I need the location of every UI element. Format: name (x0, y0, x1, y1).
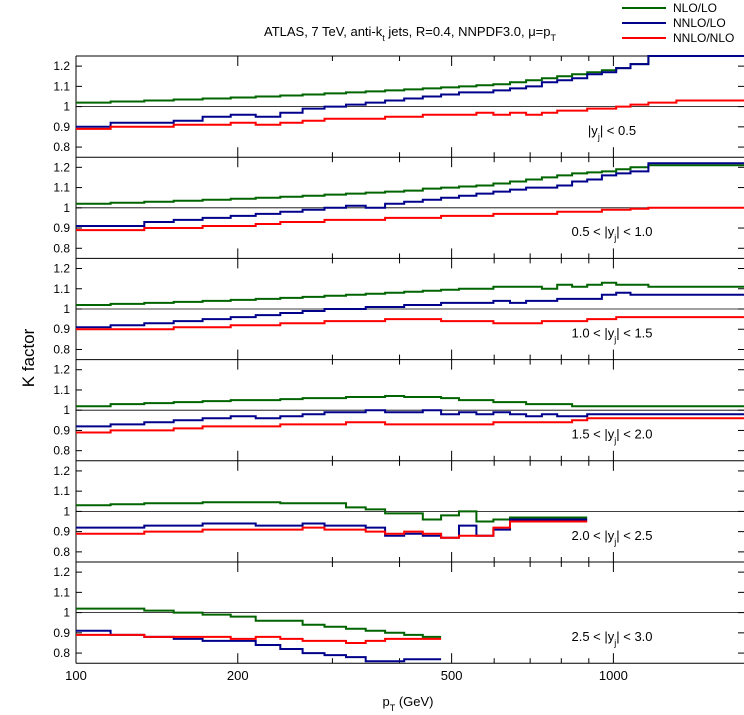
rapidity-bin-label: 1.0 < |yj| < 1.5 (571, 325, 652, 344)
series-nnlo-nlo-line (76, 520, 588, 539)
panel-5: 0.8 0.9 1 1.1 1.2 2.0 < |yj| < 2.5 (53, 460, 744, 562)
x-tick-label: 100 (65, 668, 87, 683)
rapidity-bin-label: 0.5 < |yj| < 1.0 (571, 224, 652, 243)
y-tick-label: 1.2 (53, 160, 70, 174)
rapidity-bin-label: |yj| < 0.5 (588, 123, 636, 142)
series-nnlo-lo-line (76, 291, 744, 329)
series-nnlo-lo-line (76, 409, 744, 428)
rapidity-bin-label: 1.5 < |yj| < 2.0 (571, 427, 652, 446)
panel-6: 0.8 0.9 1 1.1 1.2 2.5 < |yj| < 3.0 (53, 561, 744, 664)
chart-title: ATLAS, 7 TeV, anti-kt jets, R=0.4, NNPDF… (264, 24, 557, 43)
rapidity-bin-label: 2.0 < |yj| < 2.5 (571, 528, 652, 547)
series-nnlo-nlo-line (76, 316, 744, 331)
legend-label: NNLO/NLO (673, 31, 734, 45)
panel-3: 0.8 0.9 1 1.1 1.2 1.0 < |yj| < 1.5 (53, 257, 744, 360)
series-nlo-lo-line (76, 281, 744, 306)
y-tick-label: 1 (63, 606, 70, 620)
y-tick-label: 0.9 (53, 120, 70, 134)
y-tick-label: 1 (63, 100, 70, 114)
y-tick-label: 1.2 (53, 565, 70, 579)
series-nnlo-nlo-line (76, 417, 744, 434)
y-tick-label: 0.8 (53, 140, 70, 154)
rapidity-bin-label: 2.5 < |yj| < 3.0 (571, 629, 652, 648)
y-tick-label: 0.9 (53, 322, 70, 336)
series-nnlo-lo-line (76, 518, 588, 539)
y-tick-label: 1.1 (53, 181, 70, 195)
y-tick-label: 1.1 (53, 484, 70, 498)
y-tick-label: 0.8 (53, 646, 70, 660)
series-nnlo-nlo-line (76, 633, 442, 644)
panel-1: 0.8 0.9 1 1.1 1.2 |yj| < 0.5 (53, 55, 744, 158)
panel-2: 0.8 0.9 1 1.1 1.2 0.5 < |yj| < 1.0 (53, 156, 744, 259)
y-tick-label: 1 (63, 504, 70, 518)
y-tick-label: 0.8 (53, 545, 70, 559)
series-nlo-lo-line (76, 395, 744, 408)
y-tick-label: 1 (63, 302, 70, 316)
panel-4: 0.8 0.9 1 1.1 1.2 1.5 < |yj| < 2.0 (53, 359, 744, 461)
y-tick-label: 0.9 (53, 626, 70, 640)
x-tick-label: 200 (227, 668, 249, 683)
y-tick-label: 0.8 (53, 241, 70, 255)
series-nnlo-lo-line (76, 162, 744, 227)
y-tick-label: 0.9 (53, 423, 70, 437)
y-tick-label: 1.2 (53, 59, 70, 73)
y-tick-label: 1.2 (53, 262, 70, 276)
series-nlo-lo-line (76, 164, 744, 205)
series-nnlo-nlo-line (76, 99, 744, 130)
x-tick-label: 500 (441, 668, 463, 683)
series-nnlo-nlo-line (76, 206, 744, 232)
y-tick-label: 1.1 (53, 383, 70, 397)
y-tick-label: 0.8 (53, 444, 70, 458)
y-tick-label: 0.8 (53, 342, 70, 356)
series-nnlo-lo-line (76, 55, 744, 128)
y-tick-label: 1.1 (53, 282, 70, 296)
y-tick-label: 0.9 (53, 221, 70, 235)
y-tick-label: 1.2 (53, 464, 70, 478)
panels-group: 0.8 0.9 1 1.1 1.2 |yj| < 0.5 0.8 0.9 1 1.1 1.2 0.5 … (53, 55, 744, 683)
x-axis-label: pT (GeV) (382, 694, 433, 713)
y-tick-label: 1.1 (53, 79, 70, 93)
y-tick-label: 1 (63, 201, 70, 215)
y-tick-label: 0.9 (53, 525, 70, 539)
y-tick-label: 1.1 (53, 585, 70, 599)
y-tick-label: 1 (63, 403, 70, 417)
y-axis-label: K factor (19, 328, 38, 387)
y-tick-label: 1.2 (53, 363, 70, 377)
series-nlo-lo-line (76, 501, 588, 523)
series-nlo-lo-line (76, 55, 744, 104)
x-tick-label: 1000 (599, 668, 628, 683)
series-nlo-lo-line (76, 607, 442, 638)
legend-label: NNLO/LO (673, 16, 726, 30)
legend-label: NLO/LO (673, 1, 717, 15)
